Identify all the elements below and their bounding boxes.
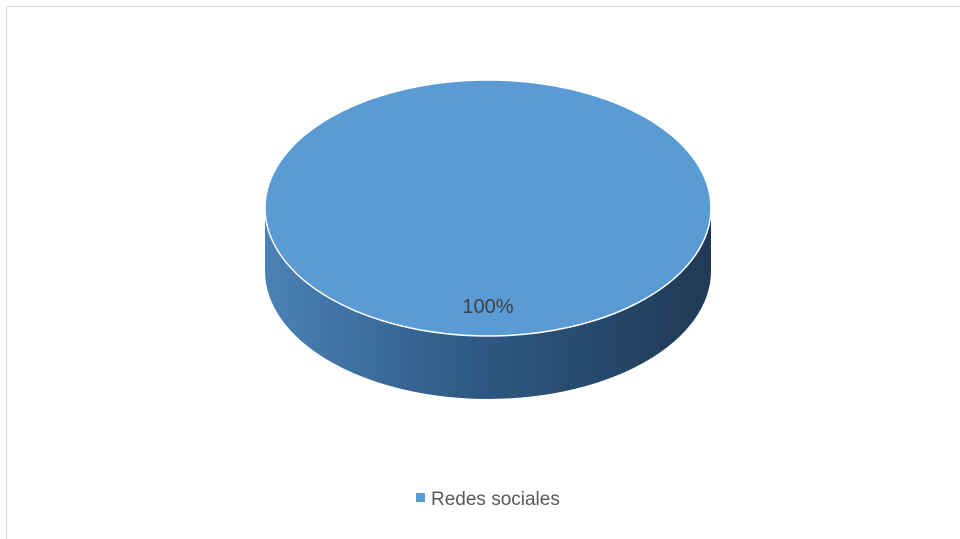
data-label-redes-sociales: 100% (462, 296, 513, 318)
legend-label-redes-sociales: Redes sociales (431, 489, 560, 510)
slice-side-redes-sociales (265, 208, 711, 399)
slices-layer (264, 79, 712, 399)
slice-top-redes-sociales (264, 79, 712, 337)
legend-swatch-redes-sociales (416, 493, 425, 502)
legend: Redes sociales (416, 489, 560, 510)
